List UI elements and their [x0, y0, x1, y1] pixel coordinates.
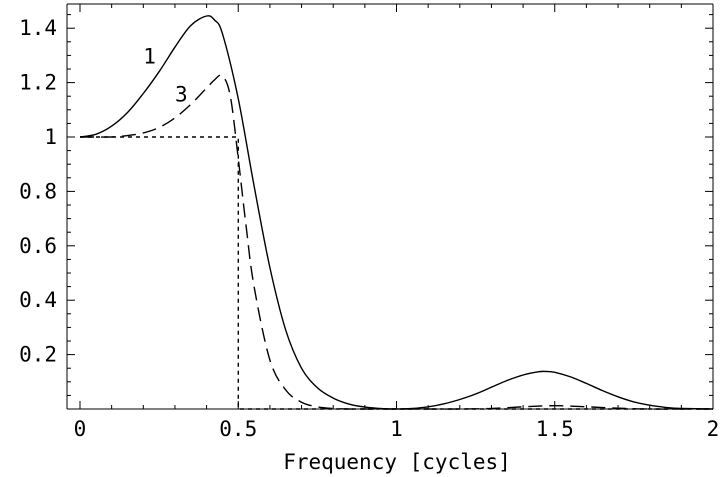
- y-tick-label: 0.2: [19, 343, 57, 367]
- y-tick-label: 0.4: [19, 288, 57, 312]
- y-tick-label: 1.2: [19, 71, 57, 95]
- x-tick-label: 2: [707, 417, 720, 441]
- x-ticks: 0 0.5 1 1.5 2: [74, 417, 720, 441]
- y-tick-label: 1: [44, 125, 57, 149]
- series-line-dotted: [80, 136, 713, 410]
- curve-label: 3: [175, 83, 188, 107]
- series-line-3: [79, 74, 714, 410]
- series-line-1: [79, 15, 714, 410]
- x-tick-label: 1.5: [536, 417, 574, 441]
- y-ticks: 0.2 0.4 0.6 0.8 1 1.2 1.4: [19, 16, 57, 366]
- x-tick-label: 0.5: [219, 417, 257, 441]
- y-tick-label: 0.6: [19, 234, 57, 258]
- y-tick-label: 0.8: [19, 179, 57, 203]
- curve-label: 1: [143, 45, 156, 69]
- annotations: 13: [143, 45, 187, 107]
- series-group: [79, 15, 714, 410]
- x-axis-label: Frequency [cycles]: [283, 450, 511, 474]
- x-tick-label: 1: [390, 417, 403, 441]
- y-tick-label: 1.4: [19, 16, 57, 40]
- x-tick-label: 0: [74, 417, 87, 441]
